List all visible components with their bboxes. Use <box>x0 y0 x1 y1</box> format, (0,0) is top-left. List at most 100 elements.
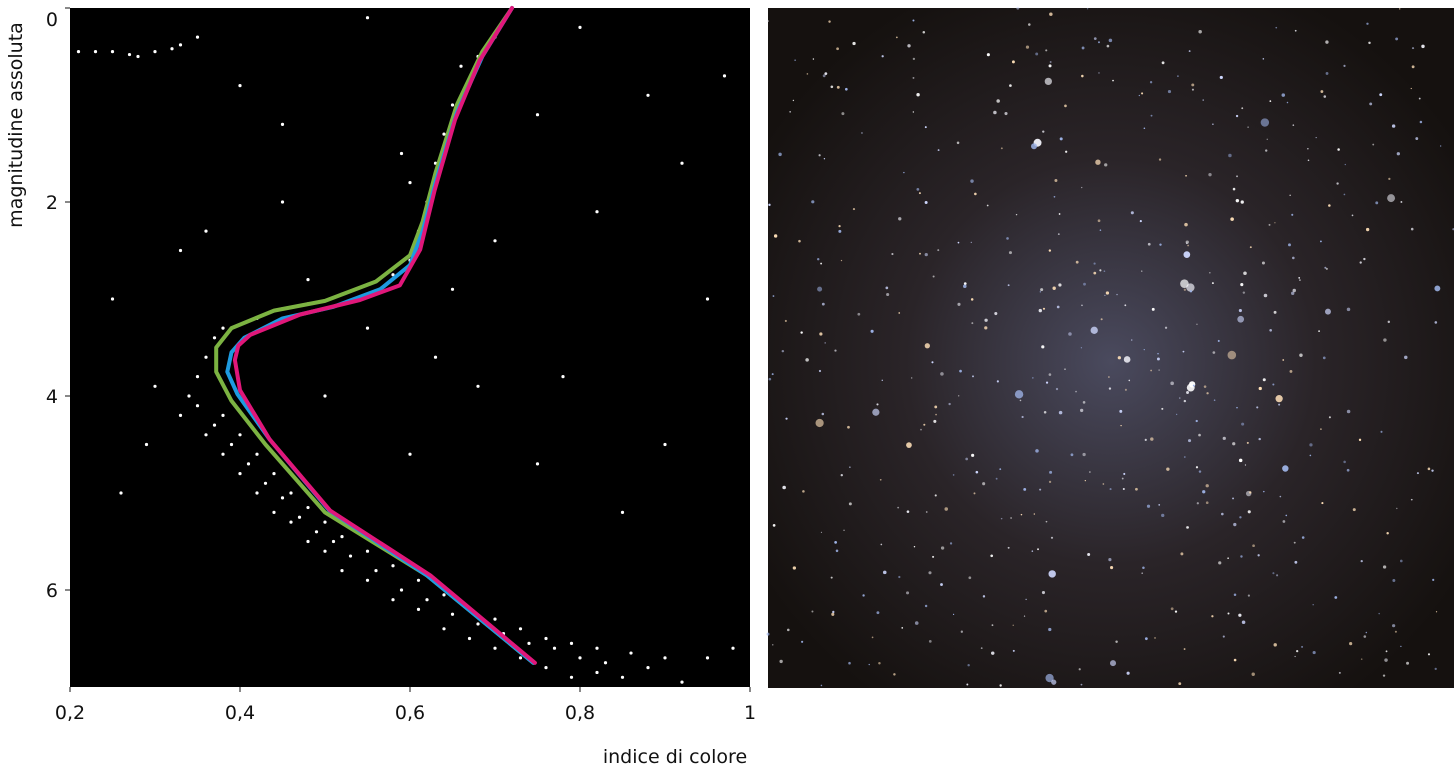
star-point <box>552 646 557 650</box>
photo-star <box>1237 315 1245 323</box>
photo-star <box>1312 604 1314 606</box>
star-point <box>229 442 234 447</box>
photo-star <box>1191 88 1194 91</box>
star-point <box>246 462 251 466</box>
star-point <box>110 297 115 301</box>
photo-star <box>1363 635 1367 638</box>
photo-star <box>1309 443 1313 447</box>
photo-star <box>779 659 783 664</box>
photo-star <box>1080 347 1083 349</box>
star-point <box>442 593 446 597</box>
photo-star <box>880 543 883 546</box>
photo-star <box>852 41 856 46</box>
photo-star <box>898 575 901 579</box>
photo-star <box>1238 458 1243 463</box>
photo-star <box>1099 229 1102 231</box>
photo-star <box>1012 624 1014 626</box>
photo-star <box>1399 8 1401 10</box>
photo-star <box>1135 487 1138 491</box>
star-point <box>629 651 633 655</box>
photo-star <box>1121 477 1124 480</box>
photo-star <box>1421 44 1425 49</box>
photo-star <box>924 343 930 349</box>
photo-star <box>817 286 823 292</box>
photo-star <box>1307 159 1310 162</box>
photo-star <box>1202 99 1204 101</box>
photo-star <box>1183 288 1187 291</box>
photo-star <box>986 204 989 207</box>
photo-star <box>1292 256 1295 260</box>
photo-star <box>935 413 937 416</box>
star-point <box>110 50 115 54</box>
photo-star <box>879 478 882 481</box>
photo-star <box>1087 552 1091 556</box>
photo-star <box>1222 635 1225 638</box>
photo-star <box>1274 222 1276 224</box>
photo-star <box>1142 566 1145 569</box>
photo-star <box>1196 323 1198 325</box>
photo-star <box>1227 350 1237 360</box>
photo-star <box>806 73 809 75</box>
star-point <box>187 394 191 398</box>
photo-star <box>830 576 833 579</box>
photo-star <box>1324 266 1327 269</box>
photo-star <box>1299 353 1303 358</box>
star-point <box>153 50 157 54</box>
photo-star <box>1213 399 1216 401</box>
photo-star <box>934 494 937 497</box>
photo-star <box>1385 650 1388 653</box>
star-point <box>119 491 123 495</box>
star-point <box>391 598 395 602</box>
star-point <box>272 472 276 476</box>
photo-star <box>1115 640 1118 643</box>
star-point <box>467 636 472 641</box>
photo-star <box>789 111 791 113</box>
photo-star <box>820 531 823 533</box>
photo-star <box>1141 270 1143 272</box>
photo-star <box>1057 233 1060 236</box>
photo-star <box>1358 438 1362 442</box>
photo-star <box>973 492 976 495</box>
star-point <box>374 569 378 573</box>
photo-star <box>1318 330 1320 333</box>
star-point <box>476 384 480 388</box>
star-point <box>280 496 285 500</box>
photo-star <box>1170 607 1174 611</box>
photo-star <box>812 58 815 60</box>
photo-star <box>1346 409 1351 414</box>
photo-star <box>925 511 928 513</box>
photo-star <box>836 85 840 89</box>
photo-star <box>1328 416 1331 419</box>
y-axis-label: magnitudine assoluta <box>5 22 27 228</box>
photo-star <box>1427 653 1431 656</box>
photo-star <box>1238 613 1242 617</box>
photo-star <box>1090 326 1098 334</box>
photo-star <box>811 200 815 204</box>
photo-star <box>1272 383 1275 386</box>
photo-star <box>792 99 795 102</box>
photo-star <box>1025 45 1030 49</box>
star-point <box>93 50 98 54</box>
photo-star <box>1150 114 1153 117</box>
photo-star <box>1328 204 1331 207</box>
photo-star <box>903 171 905 174</box>
star-point <box>289 520 293 524</box>
photo-star <box>1188 50 1191 53</box>
photo-star <box>1032 377 1034 379</box>
photo-star <box>1399 559 1403 563</box>
photo-star <box>952 474 955 476</box>
photo-star <box>1368 41 1371 45</box>
photo-star <box>1343 193 1346 196</box>
photo-star <box>1105 291 1110 295</box>
photo-star <box>1249 491 1252 494</box>
photo-star <box>1146 504 1151 508</box>
photo-star <box>1081 304 1083 307</box>
photo-star <box>1191 83 1195 87</box>
photo-star <box>832 610 835 614</box>
photo-star <box>991 624 994 627</box>
photo-star <box>898 217 902 221</box>
photo-star <box>1053 195 1056 198</box>
photo-star <box>1064 368 1066 370</box>
star-point <box>450 287 455 291</box>
x-axis-label: indice di colore <box>603 746 747 768</box>
